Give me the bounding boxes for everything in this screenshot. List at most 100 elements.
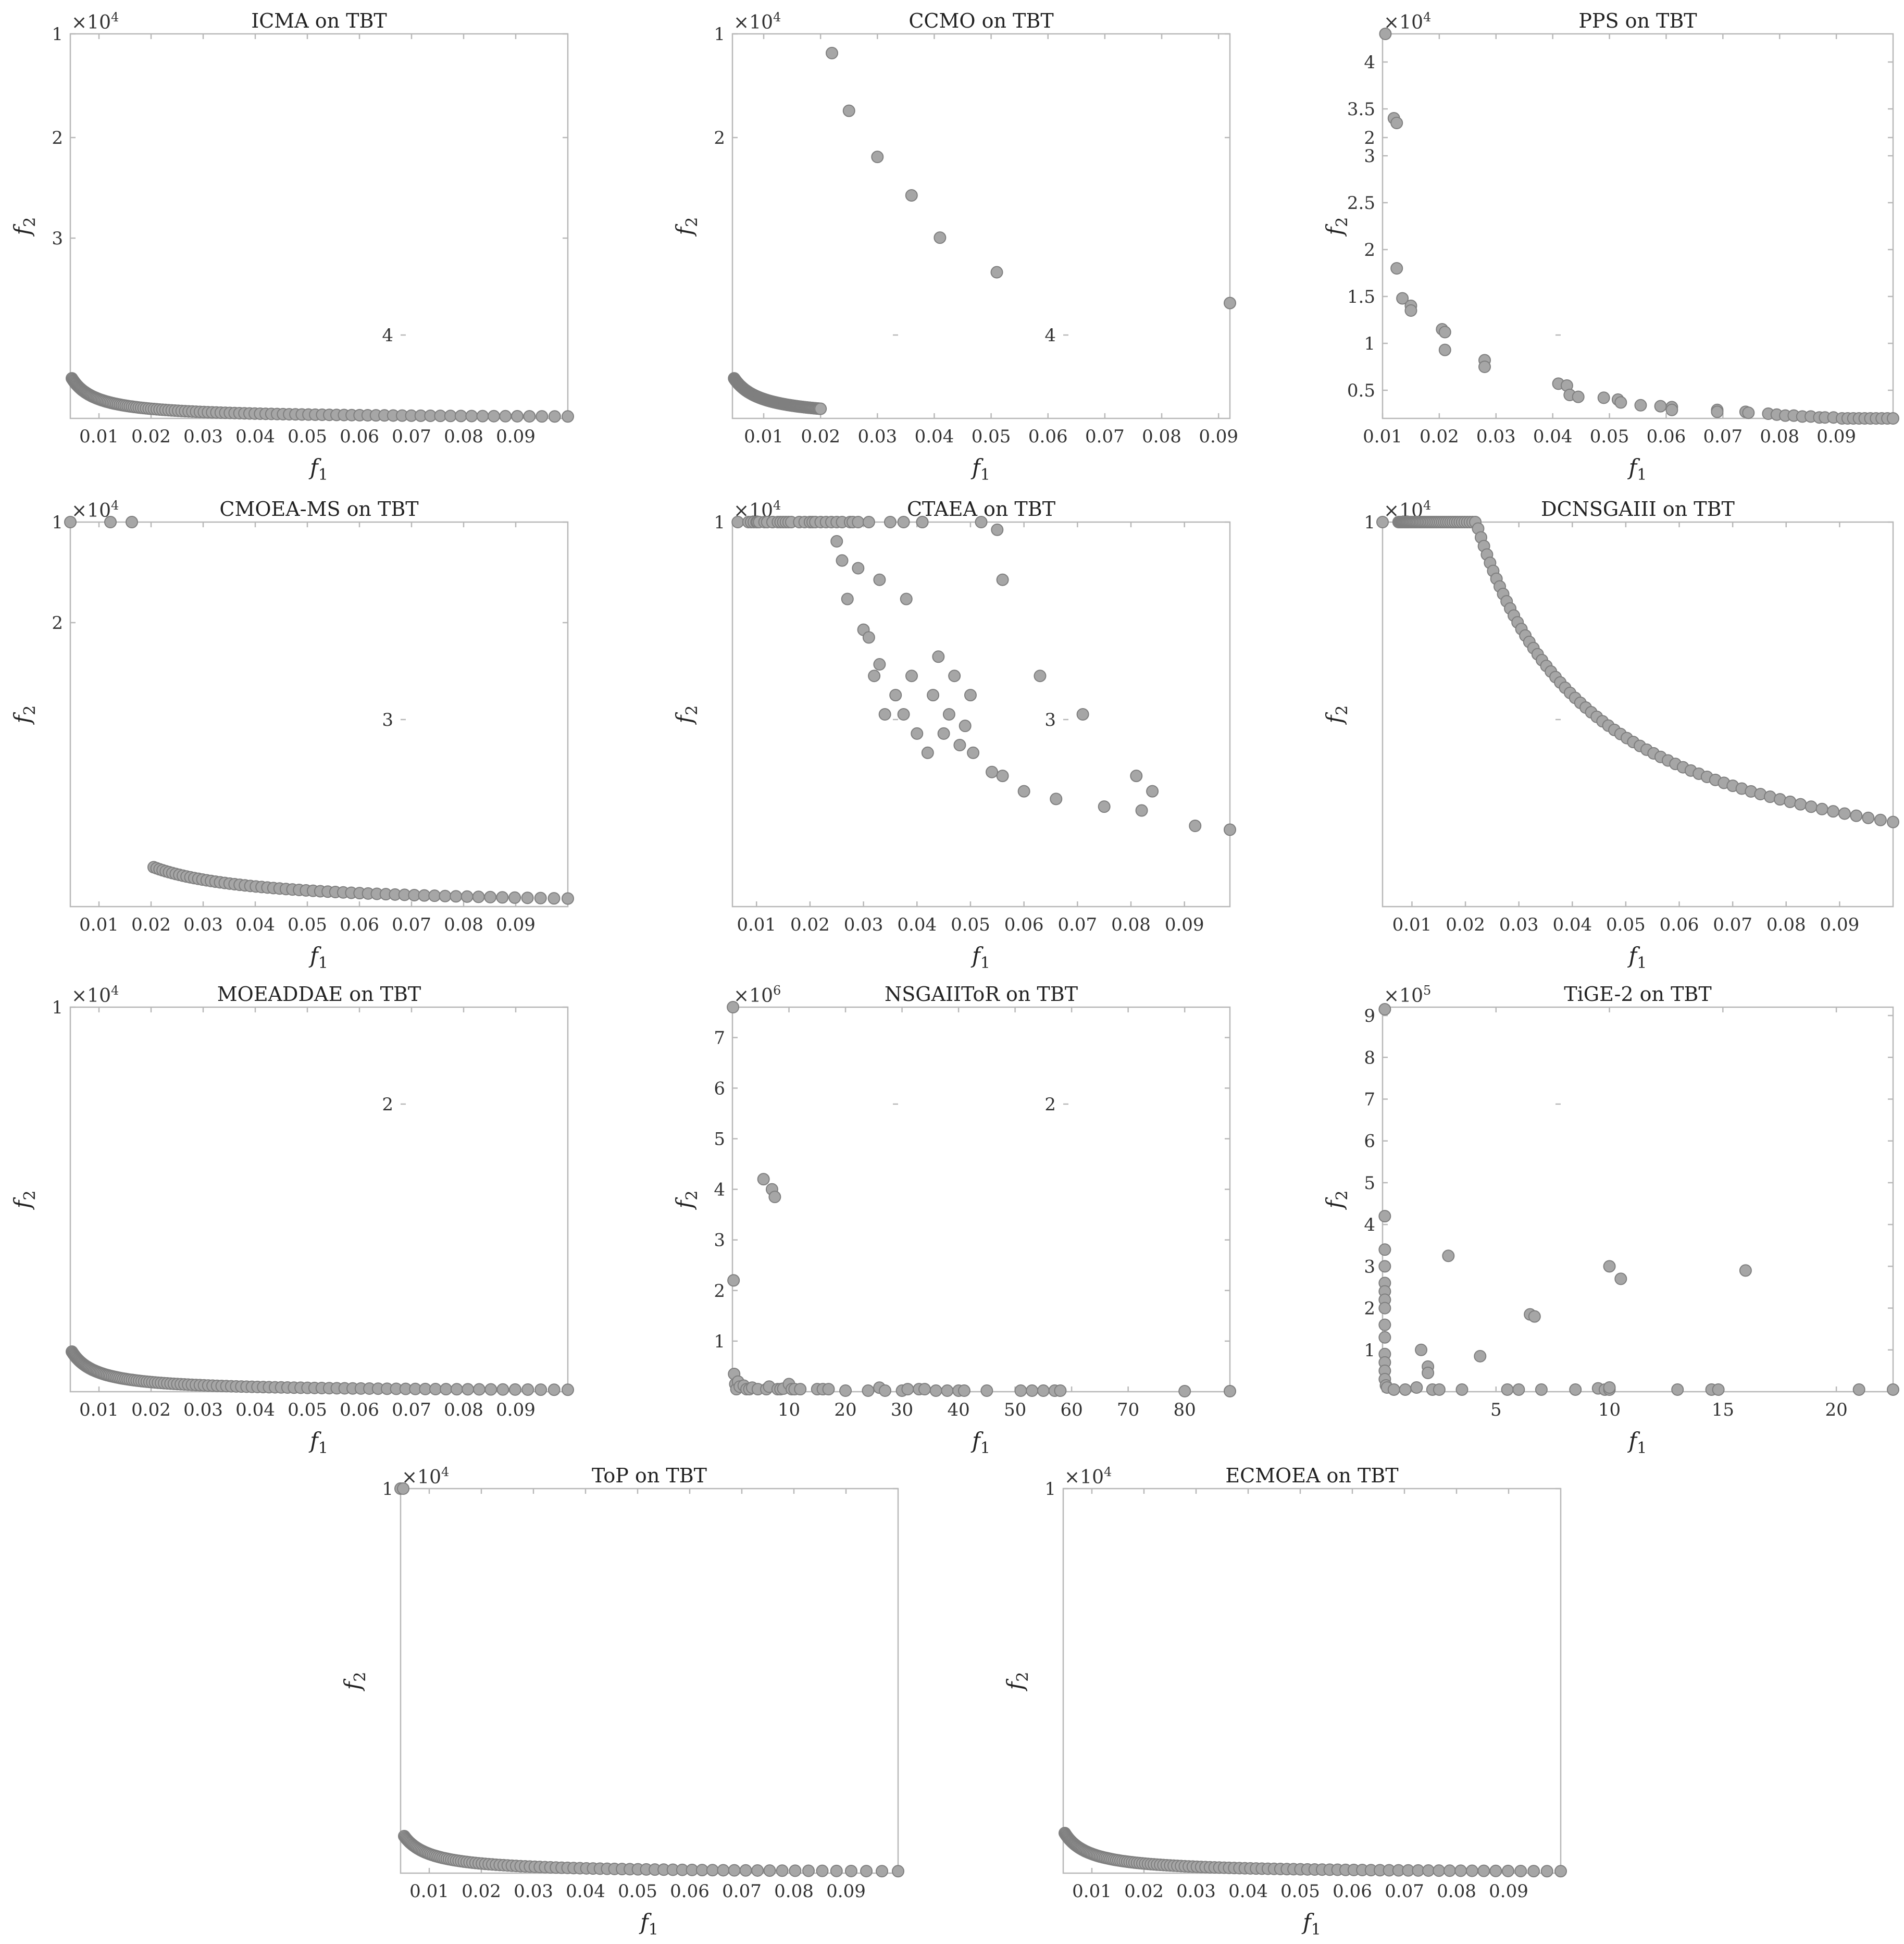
data-point bbox=[1098, 800, 1111, 813]
data-point bbox=[934, 231, 947, 244]
x-tick-label: 5 bbox=[1490, 1400, 1502, 1420]
data-point bbox=[508, 1383, 521, 1396]
y-multiplier: ×104 bbox=[71, 10, 119, 33]
data-point bbox=[547, 892, 561, 905]
x-axis-label: f1 bbox=[1627, 454, 1647, 484]
data-point bbox=[862, 516, 875, 528]
x-tick-label: 0.01 bbox=[744, 426, 783, 447]
data-point bbox=[418, 889, 431, 902]
data-point bbox=[1378, 1210, 1391, 1223]
chart-panel: ECMOEA on TBT ×104 0.01 0.02 0.03 0.04 0.05 0.0… bbox=[1002, 325, 1567, 1939]
data-point bbox=[484, 1383, 497, 1396]
data-point bbox=[1034, 670, 1047, 683]
plot-frame bbox=[1382, 521, 1894, 908]
data-point bbox=[852, 516, 865, 528]
y-tick-label: 4 bbox=[1044, 325, 1056, 346]
data-point bbox=[1773, 793, 1786, 806]
data-point bbox=[1862, 811, 1875, 824]
x-tick-label: 0.06 bbox=[340, 426, 379, 447]
data-point bbox=[1852, 1383, 1865, 1396]
data-point bbox=[508, 891, 521, 904]
data-point bbox=[1614, 1272, 1627, 1285]
x-tick-label: 0.07 bbox=[392, 426, 431, 447]
chart-title: ICMA on TBT bbox=[251, 9, 387, 32]
y-tick-label: 4 bbox=[714, 1180, 725, 1200]
data-point bbox=[948, 670, 961, 683]
y-tick-label: 1 bbox=[1364, 512, 1375, 533]
x-tick-label: 80 bbox=[1174, 1400, 1196, 1420]
data-point bbox=[1887, 412, 1899, 425]
data-point bbox=[996, 573, 1009, 586]
x-tick-label: 0.02 bbox=[131, 1400, 171, 1420]
x-tick-label: 0.06 bbox=[1028, 426, 1068, 447]
data-point bbox=[496, 891, 509, 904]
y-tick-label: 3 bbox=[1044, 710, 1056, 730]
data-point bbox=[879, 1384, 892, 1397]
y-multiplier: ×104 bbox=[402, 1465, 449, 1488]
data-point bbox=[547, 1383, 561, 1396]
data-point bbox=[839, 1384, 852, 1397]
chart-title: MOEADDAE on TBT bbox=[217, 983, 421, 1006]
data-point bbox=[731, 516, 744, 528]
data-point bbox=[548, 410, 561, 423]
x-tick-label: 0.04 bbox=[1533, 426, 1573, 447]
data-point bbox=[932, 650, 945, 663]
data-point bbox=[1378, 1243, 1391, 1256]
data-point bbox=[776, 1864, 789, 1877]
x-axis-label: f1 bbox=[970, 454, 990, 484]
x-tick-label: 0.09 bbox=[496, 1400, 536, 1420]
x-tick-label: 0.03 bbox=[183, 426, 223, 447]
data-point bbox=[905, 189, 918, 202]
data-point bbox=[1050, 793, 1063, 806]
data-point bbox=[852, 562, 865, 575]
data-point bbox=[727, 1001, 740, 1013]
data-point bbox=[1054, 1384, 1067, 1397]
data-point bbox=[562, 892, 574, 905]
data-point bbox=[450, 890, 463, 903]
x-tick-label: 40 bbox=[947, 1400, 969, 1420]
x-tick-label: 0.01 bbox=[79, 426, 119, 447]
chart-panel: NSGAIIToR on TBT ×106 10 20 30 40 50 60 70 80 1 2 3 4… bbox=[671, 983, 1236, 1457]
x-tick-label: 0.04 bbox=[1228, 1881, 1268, 1902]
chart-panel: CCMO on TBT ×104 0.01 0.02 0.03 0.04 0.05 0.06 0… bbox=[671, 9, 1238, 484]
data-point bbox=[1665, 403, 1678, 416]
y-tick-label: 0.5 bbox=[1347, 380, 1375, 401]
data-point bbox=[942, 708, 955, 721]
x-tick-label: 0.07 bbox=[1713, 914, 1752, 935]
data-point bbox=[126, 516, 138, 528]
data-point bbox=[64, 516, 77, 528]
data-point bbox=[975, 516, 988, 528]
y-tick-label: 1 bbox=[382, 1479, 393, 1500]
x-tick-label: 0.05 bbox=[951, 914, 990, 935]
data-point bbox=[892, 1865, 904, 1878]
x-tick-label: 0.06 bbox=[1004, 914, 1044, 935]
data-point bbox=[1597, 391, 1610, 404]
x-tick-label: 0.03 bbox=[857, 426, 897, 447]
x-tick-label: 0.03 bbox=[1176, 1881, 1216, 1902]
data-point bbox=[739, 1864, 752, 1877]
data-point bbox=[439, 889, 452, 902]
y-tick-label: 3 bbox=[1364, 146, 1375, 167]
x-tick-label: 0.06 bbox=[670, 1881, 710, 1902]
data-point bbox=[1540, 1865, 1553, 1878]
y-tick-label: 3 bbox=[714, 1230, 725, 1251]
y-tick-label: 3 bbox=[52, 228, 63, 249]
data-point bbox=[397, 1482, 409, 1495]
y-axis-label: f2 bbox=[671, 217, 701, 237]
data-point bbox=[472, 1383, 486, 1396]
x-tick-label: 0.03 bbox=[1499, 914, 1539, 935]
y-multiplier: ×105 bbox=[1384, 983, 1431, 1007]
y-tick-label: 1 bbox=[1364, 1340, 1375, 1361]
data-point bbox=[836, 554, 849, 567]
y-tick-label: 7 bbox=[1364, 1089, 1375, 1110]
data-point bbox=[1554, 1865, 1567, 1878]
data-point bbox=[1454, 1864, 1467, 1877]
data-point bbox=[465, 410, 478, 423]
x-axis-label: f1 bbox=[308, 1428, 328, 1457]
x-tick-label: 0.09 bbox=[1816, 426, 1856, 447]
x-tick-label: 0.08 bbox=[1111, 914, 1151, 935]
data-point bbox=[1443, 1864, 1456, 1877]
data-point bbox=[996, 770, 1009, 783]
data-point bbox=[1410, 1381, 1423, 1394]
x-axis-label: f1 bbox=[1301, 1909, 1321, 1939]
